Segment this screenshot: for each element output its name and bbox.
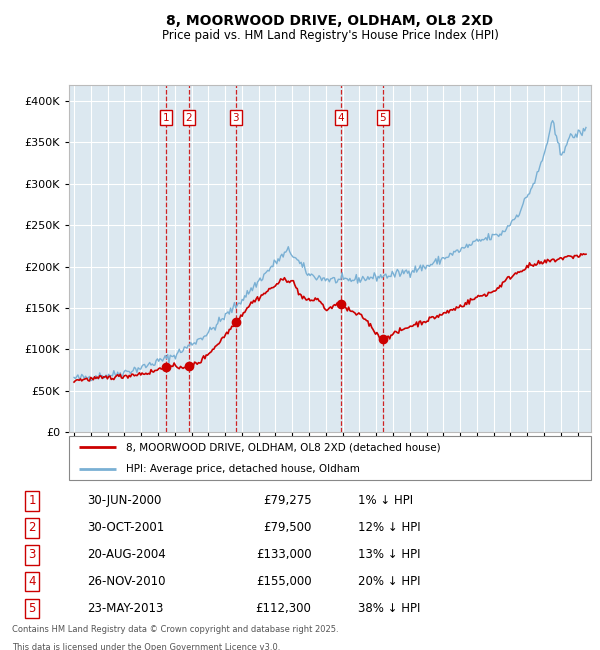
Text: 2: 2: [28, 521, 36, 534]
Text: 8, MOORWOOD DRIVE, OLDHAM, OL8 2XD (detached house): 8, MOORWOOD DRIVE, OLDHAM, OL8 2XD (deta…: [127, 443, 441, 452]
Text: 26-NOV-2010: 26-NOV-2010: [87, 575, 166, 588]
Text: £112,300: £112,300: [256, 602, 311, 615]
Text: £155,000: £155,000: [256, 575, 311, 588]
Text: 38% ↓ HPI: 38% ↓ HPI: [358, 602, 420, 615]
Text: Contains HM Land Registry data © Crown copyright and database right 2025.: Contains HM Land Registry data © Crown c…: [12, 625, 338, 634]
Text: £79,500: £79,500: [263, 521, 311, 534]
Text: HPI: Average price, detached house, Oldham: HPI: Average price, detached house, Oldh…: [127, 463, 360, 474]
Text: Price paid vs. HM Land Registry's House Price Index (HPI): Price paid vs. HM Land Registry's House …: [161, 29, 499, 42]
Text: 20% ↓ HPI: 20% ↓ HPI: [358, 575, 420, 588]
Text: 2: 2: [185, 112, 192, 123]
Text: 1: 1: [28, 494, 36, 507]
Text: 30-OCT-2001: 30-OCT-2001: [87, 521, 164, 534]
Text: 4: 4: [338, 112, 344, 123]
Text: 5: 5: [379, 112, 386, 123]
Text: 13% ↓ HPI: 13% ↓ HPI: [358, 548, 420, 561]
Text: £133,000: £133,000: [256, 548, 311, 561]
Text: 4: 4: [28, 575, 36, 588]
Text: 30-JUN-2000: 30-JUN-2000: [87, 494, 161, 507]
Text: 1: 1: [163, 112, 170, 123]
Text: 5: 5: [28, 602, 36, 615]
Text: 8, MOORWOOD DRIVE, OLDHAM, OL8 2XD: 8, MOORWOOD DRIVE, OLDHAM, OL8 2XD: [166, 14, 494, 29]
Text: £79,275: £79,275: [263, 494, 311, 507]
Text: 20-AUG-2004: 20-AUG-2004: [87, 548, 166, 561]
Text: 3: 3: [233, 112, 239, 123]
Text: 1% ↓ HPI: 1% ↓ HPI: [358, 494, 413, 507]
Text: 23-MAY-2013: 23-MAY-2013: [87, 602, 163, 615]
Text: 12% ↓ HPI: 12% ↓ HPI: [358, 521, 420, 534]
Text: 3: 3: [28, 548, 36, 561]
Text: This data is licensed under the Open Government Licence v3.0.: This data is licensed under the Open Gov…: [12, 643, 280, 650]
FancyBboxPatch shape: [69, 436, 591, 480]
